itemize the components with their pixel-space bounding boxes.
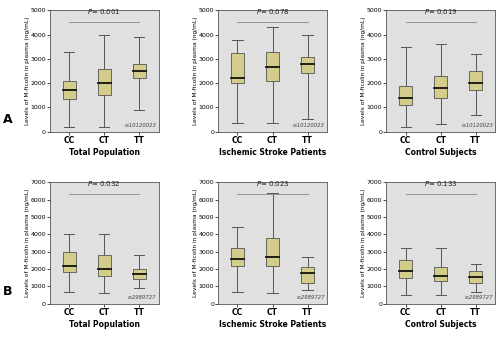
Bar <box>434 267 448 281</box>
Bar <box>266 52 279 81</box>
Bar <box>301 57 314 73</box>
Y-axis label: Levels of M-ficolin in plasma (ng/mL): Levels of M-ficolin in plasma (ng/mL) <box>362 17 366 125</box>
Text: B: B <box>2 284 12 298</box>
Bar <box>62 81 76 99</box>
X-axis label: Ischemic Stroke Patients: Ischemic Stroke Patients <box>219 148 326 157</box>
Bar <box>132 269 146 280</box>
Bar <box>98 255 111 276</box>
X-axis label: Total Population: Total Population <box>69 320 140 328</box>
Text: $\it{P}$= 0.133: $\it{P}$= 0.133 <box>424 179 458 188</box>
Text: rs10120023: rs10120023 <box>293 123 325 128</box>
Bar <box>231 53 244 83</box>
Bar <box>231 248 244 266</box>
Text: rs2989727: rs2989727 <box>464 295 493 300</box>
Text: $\it{P}$= 0.078: $\it{P}$= 0.078 <box>256 7 290 16</box>
Text: $\it{P}$= 0.001: $\it{P}$= 0.001 <box>88 7 121 16</box>
Text: $\it{P}$= 0.019: $\it{P}$= 0.019 <box>424 7 458 16</box>
Text: $\it{P}$= 0.032: $\it{P}$= 0.032 <box>88 179 121 188</box>
Text: rs2989727: rs2989727 <box>296 295 325 300</box>
Text: rs10120023: rs10120023 <box>462 123 493 128</box>
X-axis label: Control Subjects: Control Subjects <box>405 320 476 328</box>
X-axis label: Total Population: Total Population <box>69 148 140 157</box>
Bar <box>434 76 448 98</box>
Bar <box>469 71 482 90</box>
Y-axis label: Levels of M-ficolin in plasma (ng/mL): Levels of M-ficolin in plasma (ng/mL) <box>25 17 30 125</box>
Bar <box>469 271 482 283</box>
Text: A: A <box>2 113 12 126</box>
Y-axis label: Levels of M-ficolin in plasma (ng/mL): Levels of M-ficolin in plasma (ng/mL) <box>193 189 198 297</box>
Text: rs10120023: rs10120023 <box>125 123 157 128</box>
Y-axis label: Levels of M-ficolin in plasma (ng/mL): Levels of M-ficolin in plasma (ng/mL) <box>193 17 198 125</box>
Y-axis label: Levels of M-ficolin in plasma (ng/mL): Levels of M-ficolin in plasma (ng/mL) <box>25 189 30 297</box>
Y-axis label: Levels of M-ficolin in plasma (ng/mL): Levels of M-ficolin in plasma (ng/mL) <box>362 189 366 297</box>
Text: rs2989727: rs2989727 <box>128 295 157 300</box>
Bar <box>399 86 412 105</box>
X-axis label: Ischemic Stroke Patients: Ischemic Stroke Patients <box>219 320 326 328</box>
Bar <box>132 64 146 78</box>
Bar <box>62 252 76 273</box>
X-axis label: Control Subjects: Control Subjects <box>405 148 476 157</box>
Bar <box>266 238 279 266</box>
Bar <box>301 267 314 283</box>
Bar <box>98 69 111 95</box>
Text: $\it{P}$= 0.023: $\it{P}$= 0.023 <box>256 179 290 188</box>
Bar <box>399 260 412 278</box>
